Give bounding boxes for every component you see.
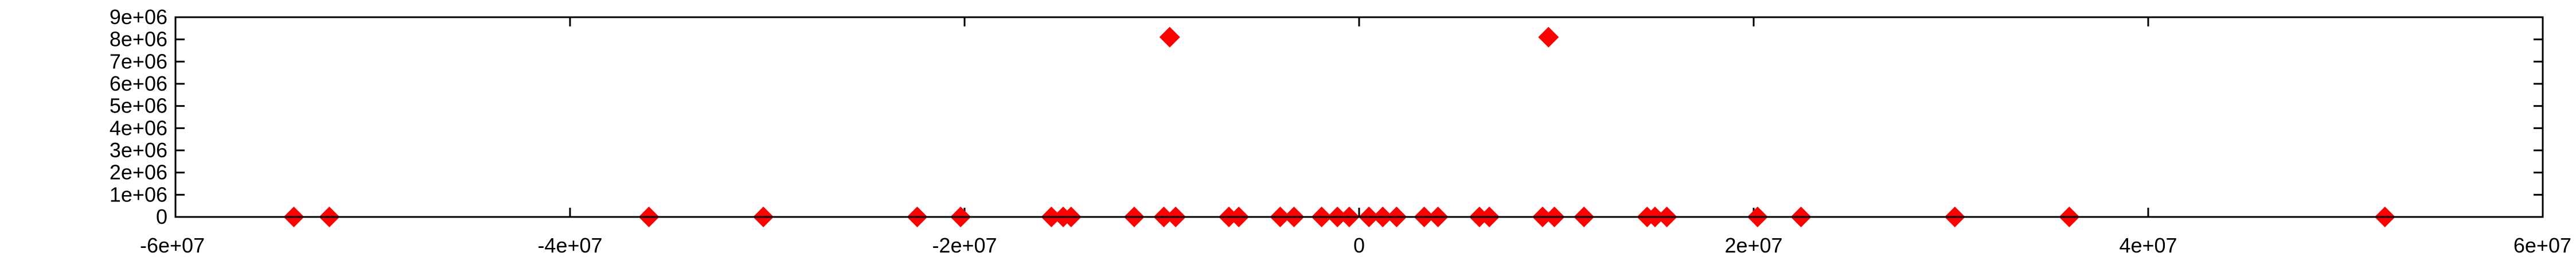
x-tick-label: 6e+07 <box>2513 234 2571 257</box>
y-tick-label: 7e+06 <box>110 49 167 73</box>
data-point-diamond <box>1159 26 1180 48</box>
y-tick-label: 8e+06 <box>110 28 167 51</box>
x-tick-label: 0 <box>1353 234 1365 257</box>
x-tick-label: -4e+07 <box>537 234 602 257</box>
x-tick-marks <box>174 17 2544 217</box>
y-tick-label: 6e+06 <box>110 72 167 95</box>
data-points <box>283 26 2395 227</box>
y-tick-marks <box>175 16 2543 218</box>
y-tick-label: 9e+06 <box>110 5 167 29</box>
y-tick-label: 4e+06 <box>110 116 167 139</box>
x-tick-labels: -6e+07 -4e+07 -2e+07 0 2e+07 4e+07 6e+07 <box>140 234 2571 257</box>
y-tick-label: 3e+06 <box>110 138 167 162</box>
y-tick-label: 5e+06 <box>110 94 167 118</box>
data-point-diamond <box>1538 26 1559 48</box>
y-tick-label: 2e+06 <box>110 161 167 184</box>
y-tick-label: 0 <box>156 205 167 228</box>
x-tick-label: 2e+07 <box>1724 234 1782 257</box>
plot-frame <box>174 16 2544 218</box>
x-tick-label: -6e+07 <box>140 234 205 257</box>
y-tick-labels: 01e+062e+063e+064e+065e+066e+067e+068e+0… <box>110 5 167 228</box>
x-tick-label: 4e+07 <box>2119 234 2177 257</box>
x-tick-label: -2e+07 <box>932 234 997 257</box>
y-tick-label: 1e+06 <box>110 183 167 206</box>
